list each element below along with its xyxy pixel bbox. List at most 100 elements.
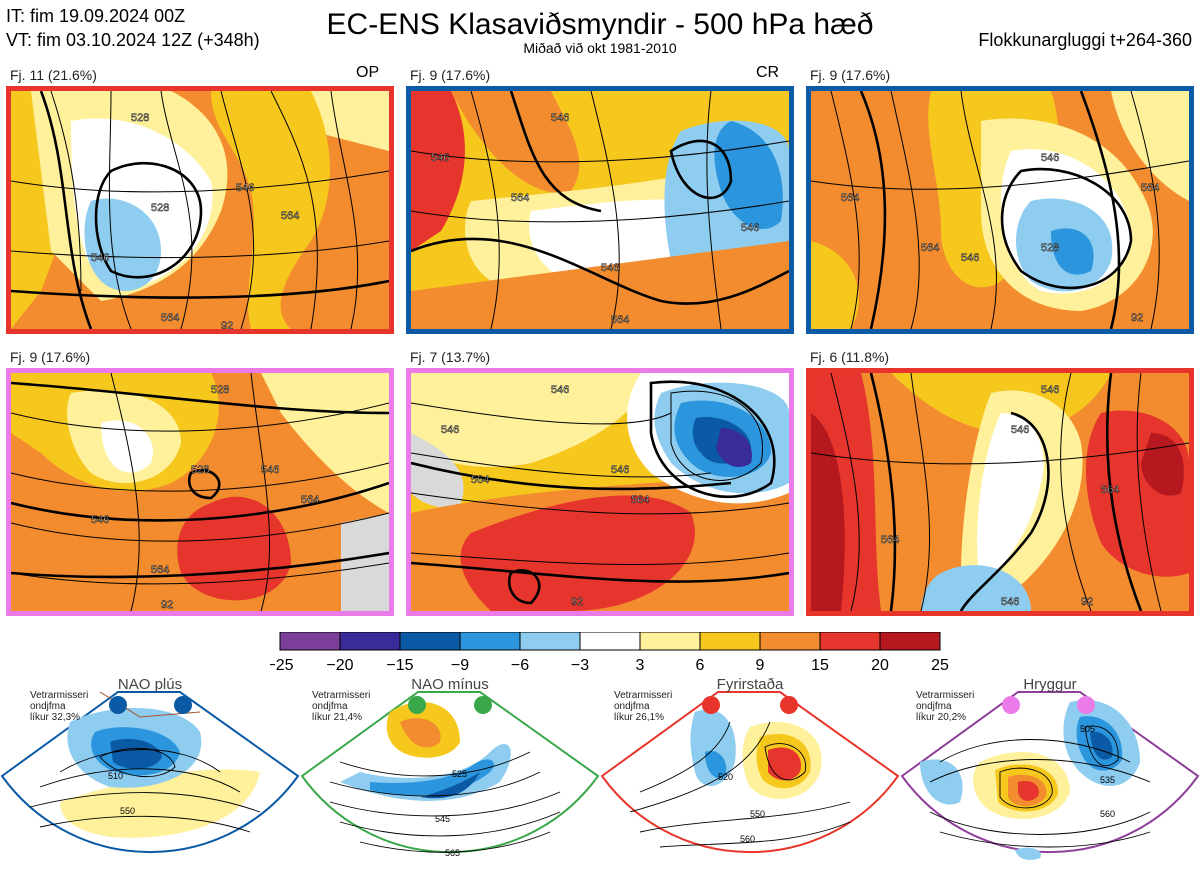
valid-time: VT: fim 03.10.2024 12Z (+348h) <box>6 30 260 50</box>
contour-label: 528 <box>131 112 149 124</box>
regime-name: NAO plús <box>117 676 183 693</box>
contour-label: 528 <box>1041 242 1059 254</box>
regime-contour-label: 505 <box>1080 724 1095 734</box>
colorbar-swatch <box>699 632 761 651</box>
contour-label: 528 <box>211 384 229 396</box>
panel-3-label: Fj. 9 (17.6%) <box>810 67 891 83</box>
colorbar-tick-label: 20 <box>871 657 889 674</box>
contour-label: 546 <box>91 514 109 526</box>
contour-label: 92 <box>1081 596 1093 608</box>
contour-label: 546 <box>431 152 449 164</box>
regime-contour-label: 525 <box>452 769 467 779</box>
cluster-panel-6: 546 546 564 564 546 92 <box>806 368 1194 616</box>
regime-name: Hryggur <box>1023 676 1077 693</box>
contour-label: 564 <box>881 534 899 546</box>
contour-label: 564 <box>511 192 529 204</box>
contour-label: 528 <box>191 464 209 476</box>
colorbar-tick-label: −15 <box>386 657 413 674</box>
contour-label: 92 <box>221 320 233 329</box>
panel-2-label: Fj. 9 (17.6%) <box>410 67 491 83</box>
regime-contour-label: 565 <box>445 848 460 858</box>
contour-label: 546 <box>1041 384 1059 396</box>
page-subtitle: Miðað við okt 1981-2010 <box>523 40 677 56</box>
contour-label: 546 <box>91 252 109 264</box>
regime-probability: Vetrarmisseri ondjfma líkur 20,2% <box>916 690 974 723</box>
colorbar-swatch <box>579 632 641 651</box>
colorbar-swatch <box>519 632 581 651</box>
regime-contour-label: 550 <box>120 806 135 816</box>
contour-label: 546 <box>611 464 629 476</box>
regime-dot <box>1002 696 1020 714</box>
panel-5-label: Fj. 7 (13.7%) <box>410 349 491 365</box>
contour-label: 546 <box>551 112 569 124</box>
cluster-panel-5: 546 564 546 564 546 92 <box>406 368 794 616</box>
contour-label: 564 <box>151 564 169 576</box>
colorbar-tick-label: −20 <box>326 657 353 674</box>
contour-label: 564 <box>841 192 859 204</box>
contour-label: 546 <box>261 464 279 476</box>
colorbar-swatch <box>459 632 521 651</box>
cluster-panel-3: 564 546 564 528 546 564 92 <box>806 86 1194 334</box>
panel-1-label: Fj. 11 (21.6%) <box>10 67 97 83</box>
panel-2-tag: CR <box>756 64 780 81</box>
contour-label: 546 <box>741 222 759 234</box>
contour-label: 564 <box>1141 182 1159 194</box>
regime-probability: Vetrarmisseri ondjfma líkur 32,3% <box>30 690 88 723</box>
regime-name: NAO mínus <box>411 676 489 693</box>
colorbar-swatch <box>339 632 401 651</box>
contour-label: 564 <box>281 210 299 222</box>
contour-label: 92 <box>1131 312 1143 324</box>
regime-prob-line: líkur 26,1% <box>614 712 665 723</box>
regime-prob-line: Vetrarmisseri <box>30 690 89 701</box>
regime-prob-line: ondjfma <box>614 701 650 712</box>
regime-prob-line: ondjfma <box>30 701 66 712</box>
regime-name: Fyrirstaða <box>716 676 784 693</box>
contour-label: 564 <box>611 314 629 326</box>
contour-label: 528 <box>151 202 169 214</box>
cluster-panel-1: 528 546 564 528 546 564 92 <box>6 86 394 334</box>
contour-label: 546 <box>441 424 459 436</box>
colorbar-tick-label: 15 <box>811 657 829 674</box>
regime-nao-plus: 510 550 NAO plús Vetrarmisseri ondjfma l… <box>0 672 300 871</box>
regime-contour-label: 510 <box>108 771 123 781</box>
colorbar-swatch <box>759 632 821 651</box>
classification-window: Flokkunargluggi t+264-360 <box>978 30 1192 50</box>
colorbar-tick-label: −9 <box>451 657 469 674</box>
regime-blocking: 520 550 560 Fyrirstaða Vetrarmisseri ond… <box>600 672 900 871</box>
regime-dot <box>408 696 426 714</box>
contour-label: 546 <box>551 384 569 396</box>
contour-label: 92 <box>161 599 173 611</box>
regime-probability: Vetrarmisseri ondjfma líkur 21,4% <box>312 690 370 723</box>
regime-contour-label: 560 <box>1100 809 1115 819</box>
regime-prob-line: Vetrarmisseri <box>312 690 371 701</box>
colorbar-tick-label: 3 <box>636 657 645 674</box>
colorbar-swatch <box>399 632 461 651</box>
colorbar-swatch <box>279 632 341 651</box>
cluster-panel-4: 528 546 564 546 528 564 92 <box>6 368 394 616</box>
regime-contour-label: 545 <box>435 814 450 824</box>
contour-label: 546 <box>1001 596 1019 608</box>
regime-prob-line: ondjfma <box>312 701 348 712</box>
contour-label: 546 <box>1041 152 1059 164</box>
contour-label: 546 <box>236 182 254 194</box>
panel-4-label: Fj. 9 (17.6%) <box>10 349 91 365</box>
colorbar-tick-label: −3 <box>571 657 589 674</box>
colorbar-tick-label: 25 <box>931 657 949 674</box>
contour-label: 564 <box>921 242 939 254</box>
regime-probability: Vetrarmisseri ondjfma líkur 26,1% <box>614 690 672 723</box>
contour-label: 92 <box>571 596 583 608</box>
contour-label: 564 <box>1101 484 1119 496</box>
initial-time: IT: fim 19.09.2024 00Z <box>6 6 186 26</box>
regime-prob-line: ondjfma <box>916 701 952 712</box>
contour-label: 564 <box>631 494 649 506</box>
cluster-panel-2: 546 564 546 564 546 546 <box>406 86 794 334</box>
regime-nao-minus: 525 545 565 NAO mínus Vetrarmisseri ondj… <box>300 672 600 871</box>
regime-dot <box>780 696 798 714</box>
regime-dot <box>1077 696 1095 714</box>
colorbar-tick-label: −25 <box>270 657 294 674</box>
contour-label: 546 <box>961 252 979 264</box>
regime-dot <box>174 696 192 714</box>
page-title: EC-ENS Klasaviðsmyndir - 500 hPa hæð <box>326 8 874 41</box>
regime-contour-label: 520 <box>718 772 733 782</box>
regime-prob-line: líkur 20,2% <box>916 712 967 723</box>
